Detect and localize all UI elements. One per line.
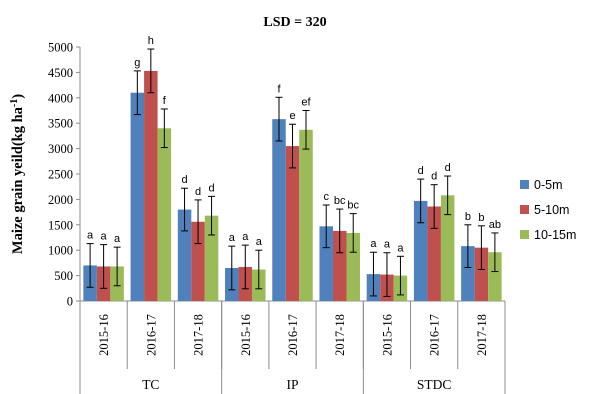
y-tick-label: 4000 <box>48 91 73 105</box>
significance-label: d <box>445 162 451 174</box>
y-tick-label: 0 <box>67 295 73 309</box>
bar <box>191 221 205 301</box>
bar <box>272 119 286 301</box>
legend-label: 5-10m <box>534 203 569 217</box>
group-label: STDC <box>417 377 452 392</box>
legend-swatch <box>520 230 529 239</box>
x-tick-label: 2015-16 <box>380 314 394 356</box>
significance-label: a <box>229 232 236 244</box>
y-tick-label: 5000 <box>48 41 73 55</box>
significance-label: g <box>134 57 140 69</box>
group-label: TC <box>142 377 159 392</box>
y-tick-label: 4500 <box>48 66 73 80</box>
y-tick-label: 3000 <box>48 142 73 156</box>
significance-label: d <box>418 165 424 177</box>
x-tick-label: 2016-17 <box>144 314 158 356</box>
significance-label: d <box>195 186 201 198</box>
x-tick-label: 2017-18 <box>475 314 489 356</box>
significance-label: h <box>148 35 154 47</box>
significance-label: d <box>208 182 214 194</box>
plot-area: 0 500 1000 1500 2000 2500 3000 3500 4000 4500 5000… <box>48 35 506 394</box>
bar <box>488 252 502 301</box>
y-axis-label: Maize grain yeild(kg ha-1) <box>9 94 27 254</box>
bar <box>413 200 428 301</box>
significance-label: a <box>101 231 108 243</box>
bar <box>427 206 441 301</box>
significance-label: c <box>323 191 329 203</box>
significance-label: ab <box>489 219 501 231</box>
y-tick-label: 500 <box>54 269 73 283</box>
significance-label: b <box>478 212 484 224</box>
significance-label: d <box>431 171 437 183</box>
bar <box>474 247 489 301</box>
bar <box>461 246 475 301</box>
significance-label: a <box>370 238 377 250</box>
group-label: IP <box>286 377 298 392</box>
bar <box>346 232 360 301</box>
bar <box>332 230 347 301</box>
significance-label: a <box>256 236 263 248</box>
significance-label: d <box>181 174 187 186</box>
legend-label: 10-15m <box>534 228 576 242</box>
bar <box>177 209 192 301</box>
bar <box>130 92 145 301</box>
bar <box>157 128 172 301</box>
significance-label: f <box>277 83 281 95</box>
y-tick-label: 2500 <box>48 168 73 182</box>
y-tick-label: 1000 <box>48 244 73 258</box>
significance-label: a <box>242 231 249 243</box>
x-tick-label: 2015-16 <box>239 314 253 356</box>
significance-label: ef <box>301 97 311 109</box>
significance-label: a <box>397 242 404 254</box>
significance-label: b <box>465 211 471 223</box>
legend-label: 0-5m <box>534 178 562 192</box>
y-tick-label: 2000 <box>48 193 73 207</box>
x-tick-label: 2015-16 <box>97 314 111 356</box>
significance-label: e <box>289 110 295 122</box>
significance-label: a <box>114 233 121 245</box>
x-tick-label: 2016-17 <box>286 314 300 356</box>
x-tick-label: 2017-18 <box>192 314 206 356</box>
bar <box>204 215 219 301</box>
bar <box>440 195 455 301</box>
x-tick-label: 2016-17 <box>428 314 442 356</box>
y-tick-label: 1500 <box>48 218 73 232</box>
y-tick-label: 3500 <box>48 117 73 131</box>
significance-label: bc <box>334 195 346 207</box>
significance-label: a <box>384 239 391 251</box>
x-tick-label: 2017-18 <box>333 314 347 356</box>
significance-label: bc <box>347 200 359 212</box>
bar <box>144 70 158 301</box>
legend-swatch <box>520 180 529 189</box>
significance-label: f <box>163 95 167 107</box>
chart-title: LSD = 320 <box>263 15 326 30</box>
bar <box>285 146 300 301</box>
bar <box>299 129 313 301</box>
significance-label: a <box>87 230 94 242</box>
legend: 0-5m 5-10m 10-15m <box>520 178 576 242</box>
legend-swatch <box>520 205 529 214</box>
bar <box>319 226 333 301</box>
